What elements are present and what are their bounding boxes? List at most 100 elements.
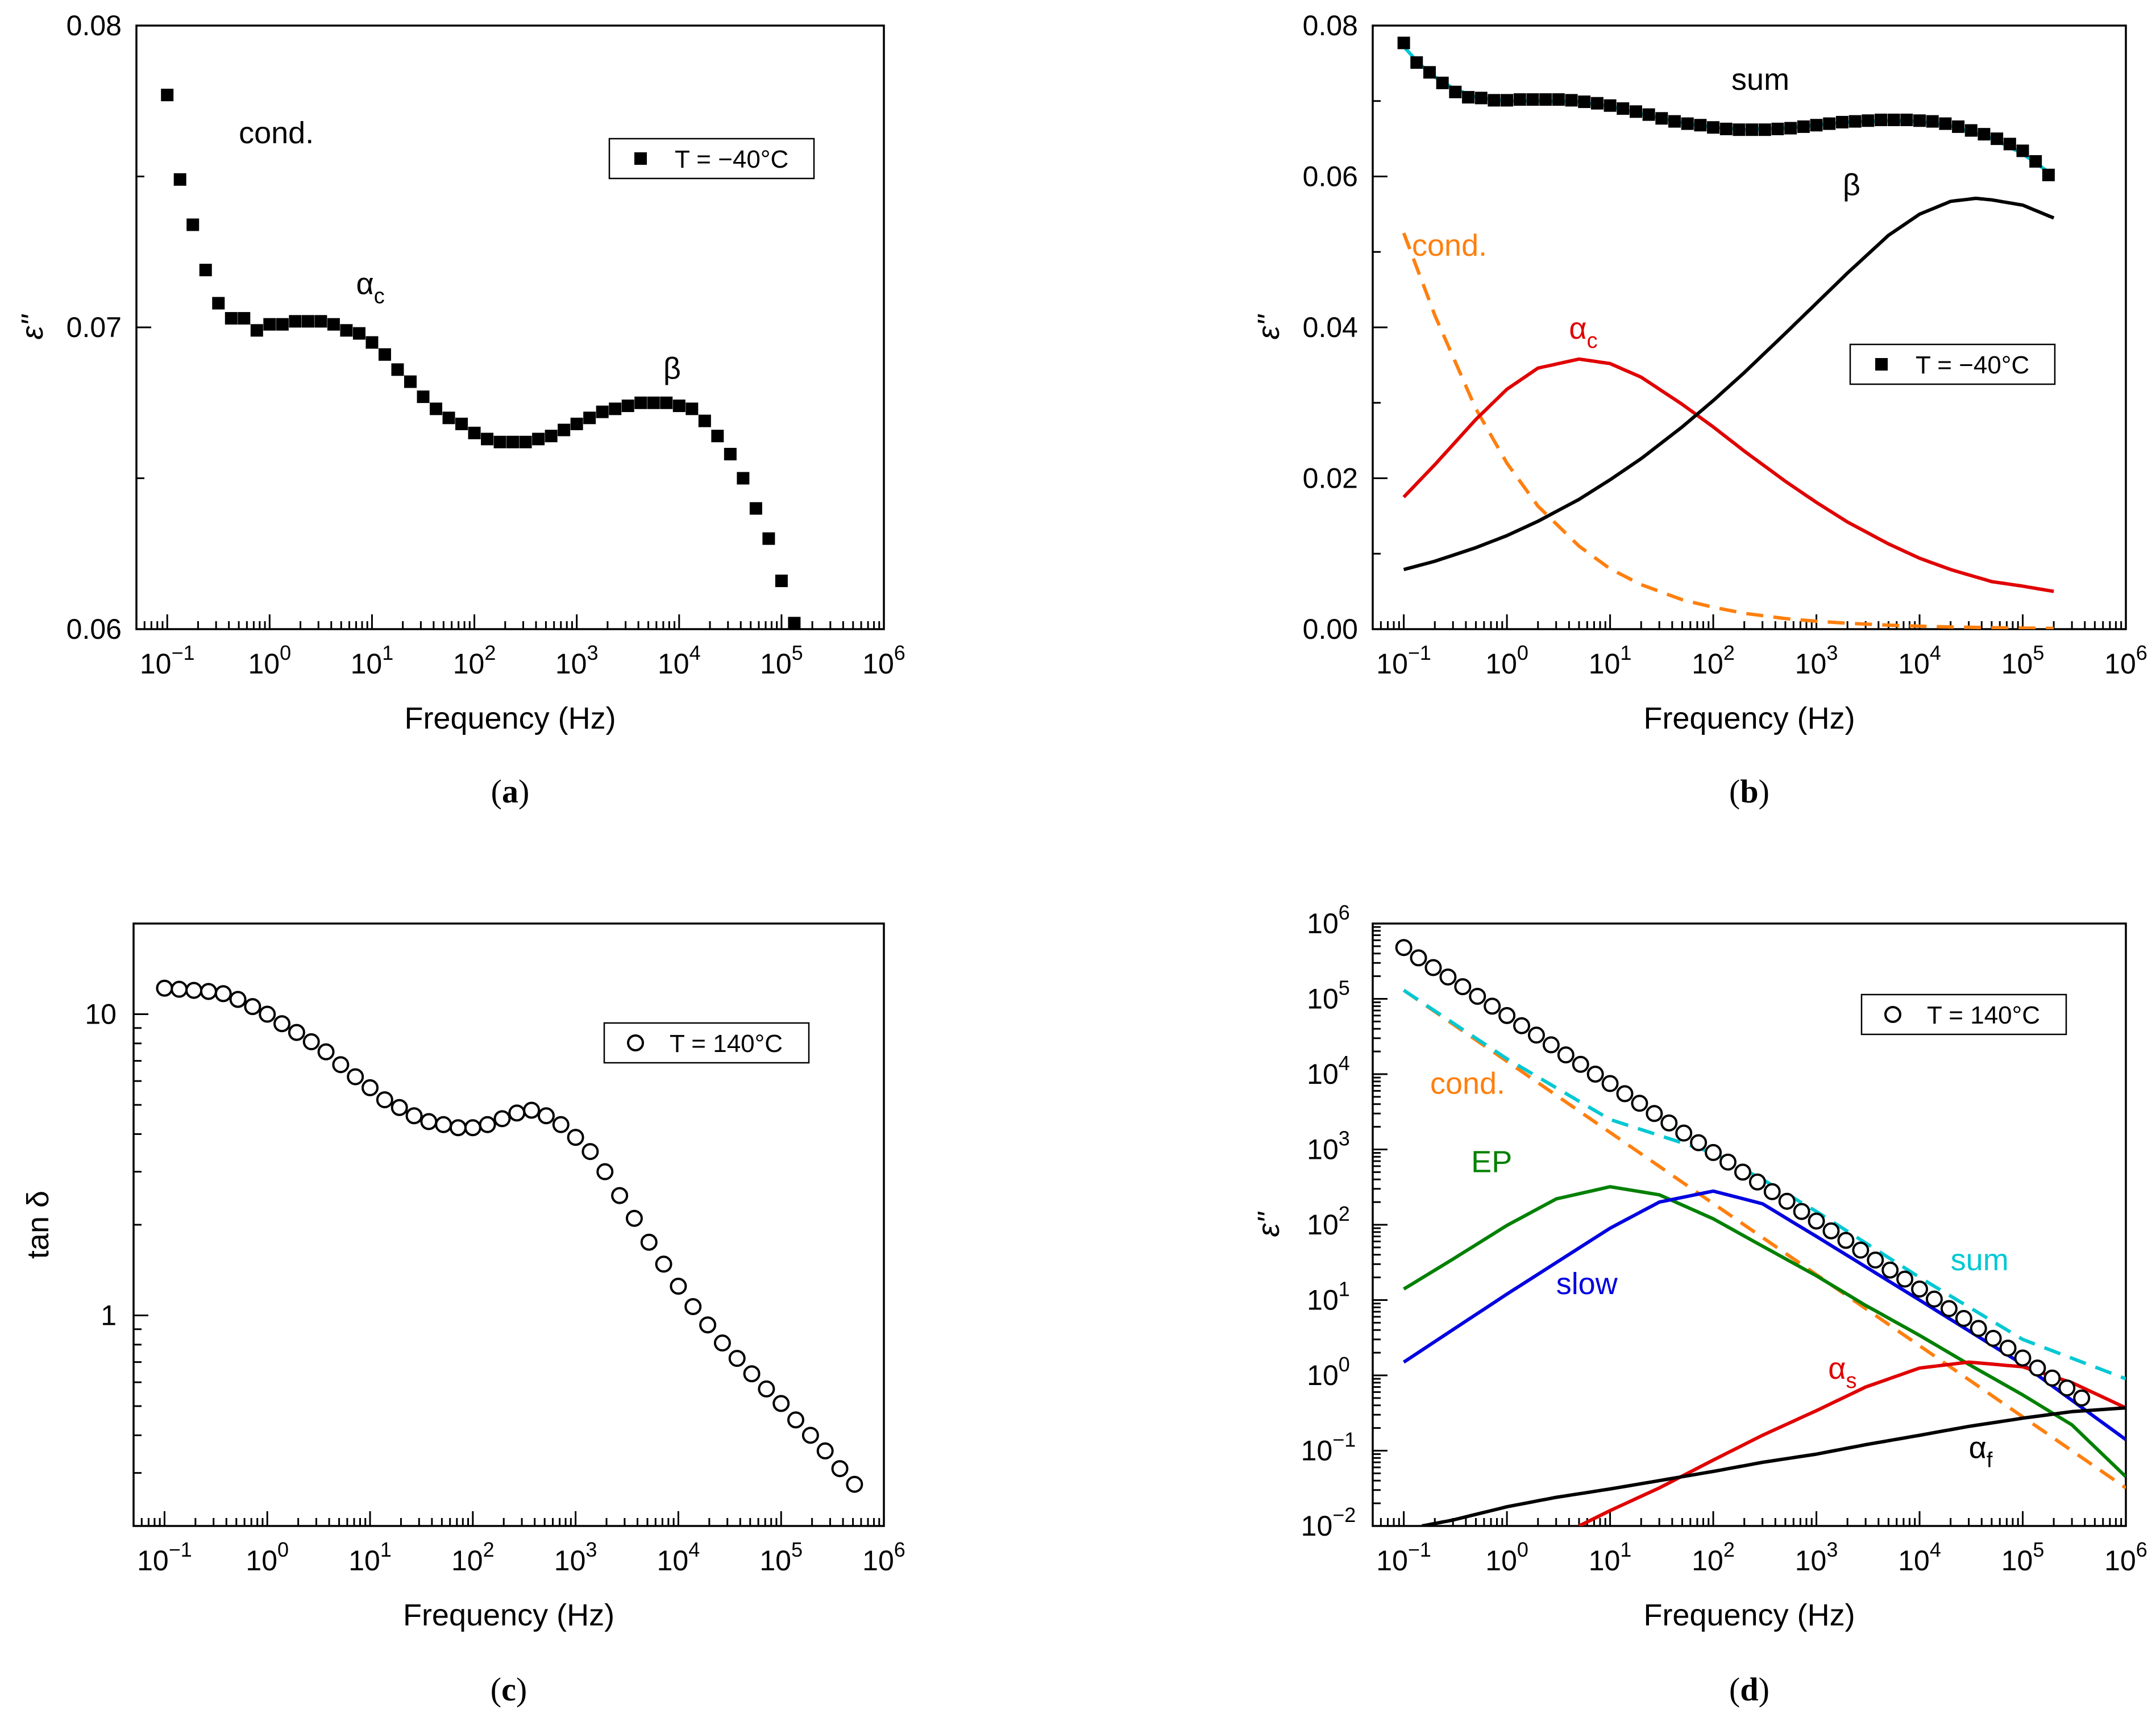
x-tick-label: 101 bbox=[351, 641, 394, 680]
data-point bbox=[655, 1255, 672, 1273]
panel-b: 10−1 100 101 102 103 104 105 106 0.00 0.02 0.04 0.0… bbox=[1252, 10, 2147, 810]
plot-area bbox=[1395, 939, 2126, 1526]
data-point bbox=[301, 315, 314, 328]
data-point bbox=[684, 1298, 702, 1315]
x-axis-title: Frequency (Hz) bbox=[1643, 701, 1855, 735]
data-point bbox=[1991, 132, 2004, 145]
legend-marker bbox=[1884, 1006, 1901, 1023]
data-point bbox=[449, 1119, 467, 1137]
panel-label: (c) bbox=[491, 1671, 527, 1708]
series-line bbox=[1403, 197, 2055, 572]
data-point bbox=[1449, 85, 1462, 98]
data-point bbox=[1631, 1095, 1648, 1112]
data-point bbox=[1810, 119, 1823, 132]
data-point bbox=[302, 1033, 320, 1051]
data-point bbox=[1896, 1270, 1914, 1288]
x-tick-label: 103 bbox=[554, 1538, 597, 1577]
data-point bbox=[289, 315, 302, 328]
data-point bbox=[430, 402, 443, 415]
annotation: cond. bbox=[239, 116, 314, 150]
data-point bbox=[1410, 56, 1423, 69]
data-point bbox=[1501, 94, 1514, 107]
data-point bbox=[314, 315, 327, 328]
data-point bbox=[288, 1024, 305, 1041]
data-point bbox=[621, 400, 634, 413]
data-point bbox=[1887, 113, 1900, 126]
panel-c: 10−1 100 101 102 103 104 105 106 1 10 Frequency (H… bbox=[21, 922, 905, 1708]
x-tick-label: 100 bbox=[246, 1538, 289, 1577]
data-point bbox=[625, 1209, 643, 1227]
data-point bbox=[1852, 1241, 1870, 1259]
data-point bbox=[1763, 1183, 1781, 1200]
annotation: cond. bbox=[1430, 1066, 1505, 1100]
data-point bbox=[1694, 119, 1707, 132]
x-tick-label: 10−1 bbox=[140, 641, 195, 680]
x-axis-title: Frequency (Hz) bbox=[1643, 1598, 1855, 1632]
y-tick-label: 10−2 bbox=[1301, 1503, 1356, 1542]
data-point bbox=[276, 318, 289, 331]
data-point bbox=[1469, 988, 1486, 1005]
annotation: αc bbox=[1569, 311, 1597, 353]
data-point bbox=[1565, 94, 1578, 107]
legend: T = −40°C bbox=[1849, 343, 2056, 385]
data-point bbox=[2058, 1379, 2076, 1397]
x-tick-label: 104 bbox=[1898, 1538, 1941, 1577]
data-point bbox=[698, 414, 711, 427]
data-point bbox=[442, 411, 455, 425]
series-line bbox=[1402, 988, 2126, 1380]
data-point bbox=[1952, 120, 1965, 133]
data-point bbox=[464, 1119, 481, 1137]
data-point bbox=[1862, 114, 1875, 127]
data-point bbox=[596, 1163, 614, 1180]
data-point bbox=[552, 1116, 570, 1133]
annotation: β bbox=[663, 351, 681, 385]
y-tick-label: 10−1 bbox=[1301, 1428, 1356, 1467]
data-point bbox=[2073, 1389, 2091, 1407]
data-point bbox=[1926, 115, 1939, 128]
x-tick-label: 102 bbox=[451, 1538, 495, 1577]
data-point bbox=[1642, 108, 1655, 121]
x-tick-label: 103 bbox=[1795, 1538, 1838, 1577]
legend-label: T = −40°C bbox=[675, 145, 788, 173]
data-point bbox=[647, 396, 660, 409]
data-point bbox=[2016, 144, 2029, 157]
data-point bbox=[273, 1015, 291, 1033]
data-point bbox=[1911, 1280, 1929, 1298]
y-tick-label: 1 bbox=[101, 1300, 117, 1332]
data-point bbox=[581, 1143, 599, 1161]
x-tick-label: 101 bbox=[348, 1538, 392, 1577]
data-point bbox=[1778, 1192, 1796, 1210]
data-point bbox=[1668, 115, 1681, 128]
annotation: sum bbox=[1731, 63, 1789, 97]
data-point bbox=[1513, 93, 1526, 106]
data-point bbox=[583, 411, 596, 425]
data-point bbox=[506, 435, 520, 448]
data-point bbox=[259, 1005, 276, 1023]
series-line bbox=[1402, 232, 2054, 629]
data-point bbox=[376, 1091, 393, 1109]
data-point bbox=[405, 1107, 423, 1125]
data-point bbox=[229, 991, 247, 1008]
data-point bbox=[640, 1233, 658, 1251]
data-point bbox=[1572, 1055, 1589, 1073]
data-point bbox=[435, 1116, 452, 1133]
data-point bbox=[672, 400, 686, 413]
x-tick-label: 104 bbox=[657, 1538, 700, 1577]
data-point bbox=[1964, 124, 1978, 137]
y-tick-label: 102 bbox=[1307, 1202, 1350, 1241]
data-point bbox=[1655, 112, 1668, 125]
data-point bbox=[1616, 1085, 1634, 1103]
data-point bbox=[1675, 1124, 1693, 1142]
data-point bbox=[161, 89, 174, 102]
data-point bbox=[1660, 1114, 1678, 1132]
x-tick-label: 104 bbox=[1898, 641, 1941, 680]
annotation: cond. bbox=[1412, 228, 1487, 263]
data-point bbox=[660, 396, 673, 409]
data-point bbox=[713, 1334, 731, 1352]
data-point bbox=[2014, 1349, 2032, 1367]
data-point bbox=[212, 297, 225, 310]
data-point bbox=[479, 1116, 496, 1133]
data-point bbox=[1488, 94, 1501, 107]
legend: T = 140°C bbox=[1860, 993, 2067, 1035]
data-point bbox=[1837, 1232, 1855, 1249]
